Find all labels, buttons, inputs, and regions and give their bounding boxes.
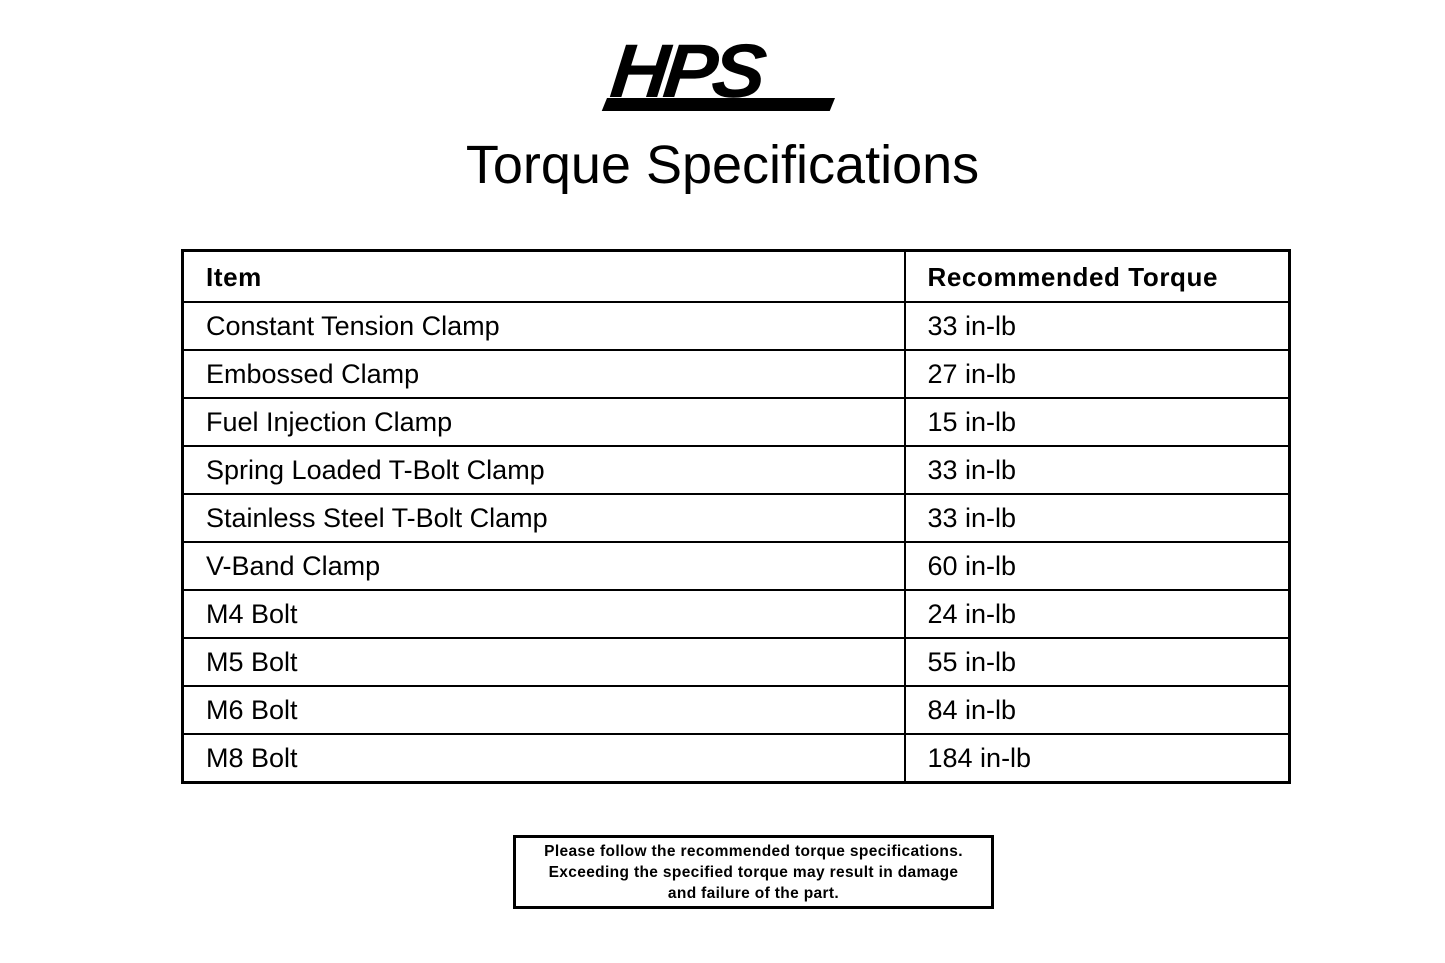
table-row: V-Band Clamp 60 in-lb — [181, 541, 1291, 591]
cell-item: M8 Bolt — [181, 733, 906, 784]
table-row: Spring Loaded T-Bolt Clamp 33 in-lb — [181, 445, 1291, 495]
cell-item: Fuel Injection Clamp — [181, 397, 906, 447]
table-row: Fuel Injection Clamp 15 in-lb — [181, 397, 1291, 447]
table-row: M6 Bolt 84 in-lb — [181, 685, 1291, 735]
column-header-item: Item — [181, 249, 906, 303]
cell-recommended-torque: 33 in-lb — [903, 301, 1291, 351]
footer-note-line: Please follow the recommended torque spe… — [544, 842, 963, 860]
table-row: M8 Bolt 184 in-lb — [181, 733, 1291, 784]
column-header-recommended-torque: Recommended Torque — [903, 249, 1291, 303]
table-header-row: Item Recommended Torque — [181, 249, 1291, 303]
cell-recommended-torque: 15 in-lb — [903, 397, 1291, 447]
cell-item: Embossed Clamp — [181, 349, 906, 399]
cell-item: Stainless Steel T-Bolt Clamp — [181, 493, 906, 543]
hps-logo: HPS — [601, 29, 839, 114]
footer-note-line: Exceeding the specified torque may resul… — [548, 863, 959, 881]
cell-recommended-torque: 60 in-lb — [903, 541, 1291, 591]
table-row: Embossed Clamp 27 in-lb — [181, 349, 1291, 399]
cell-recommended-torque: 27 in-lb — [903, 349, 1291, 399]
page-title: Torque Specifications — [465, 135, 980, 195]
cell-recommended-torque: 33 in-lb — [903, 493, 1291, 543]
cell-item: M5 Bolt — [181, 637, 906, 687]
table-row: M4 Bolt 24 in-lb — [181, 589, 1291, 639]
table-row: Constant Tension Clamp 33 in-lb — [181, 301, 1291, 351]
cell-recommended-torque: 184 in-lb — [903, 733, 1291, 784]
table-body: Constant Tension Clamp 33 in-lb Embossed C… — [181, 301, 1291, 784]
hps-logo-underbar-icon — [601, 98, 835, 111]
cell-item: V-Band Clamp — [181, 541, 906, 591]
table-header: Item Recommended Torque — [181, 249, 1291, 303]
cell-item: M4 Bolt — [181, 589, 906, 639]
footer-warning-note: Please follow the recommended torque spe… — [513, 835, 994, 909]
torque-specifications-table: Item Recommended Torque Constant Tension… — [181, 249, 1291, 784]
cell-recommended-torque: 24 in-lb — [903, 589, 1291, 639]
cell-recommended-torque: 84 in-lb — [903, 685, 1291, 735]
cell-item: Constant Tension Clamp — [181, 301, 906, 351]
cell-item: Spring Loaded T-Bolt Clamp — [181, 445, 906, 495]
cell-recommended-torque: 33 in-lb — [903, 445, 1291, 495]
table-row: M5 Bolt 55 in-lb — [181, 637, 1291, 687]
footer-note-line: and failure of the part. — [667, 884, 840, 902]
brand-logo: HPS — [0, 29, 1445, 116]
cell-recommended-torque: 55 in-lb — [903, 637, 1291, 687]
table-row: Stainless Steel T-Bolt Clamp 33 in-lb — [181, 493, 1291, 543]
cell-item: M6 Bolt — [181, 685, 906, 735]
